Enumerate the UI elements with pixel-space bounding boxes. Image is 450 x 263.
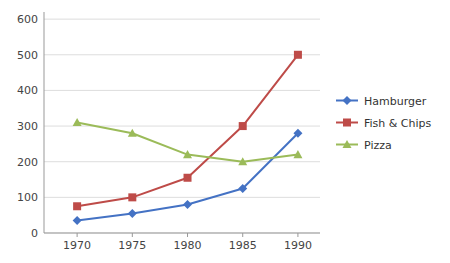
- legend-label: Fish & Chips: [364, 117, 432, 130]
- x-tick-label: 1975: [118, 239, 146, 252]
- y-tick-label: 400: [17, 84, 38, 97]
- y-tick-label: 500: [17, 49, 38, 62]
- x-axis-line: [44, 233, 320, 234]
- series-marker: [238, 184, 247, 193]
- series-marker: [184, 174, 192, 182]
- series-line: [77, 123, 298, 162]
- series-marker: [183, 200, 192, 209]
- x-tick: [187, 233, 188, 237]
- series-marker: [183, 150, 192, 158]
- y-tick-label: 600: [17, 13, 38, 26]
- x-tick: [242, 233, 243, 237]
- legend-marker: [343, 140, 352, 148]
- series-marker: [73, 202, 81, 210]
- x-tick-label: 1985: [229, 239, 257, 252]
- series-marker: [239, 122, 247, 130]
- series-marker: [73, 118, 82, 126]
- series-marker: [293, 129, 302, 138]
- legend-marker: [343, 119, 351, 127]
- series-marker: [73, 216, 82, 225]
- x-tick-label: 1970: [63, 239, 91, 252]
- grid-line: [44, 161, 320, 162]
- legend-label: Pizza: [364, 139, 392, 152]
- legend-marker: [343, 96, 352, 105]
- legend-label: Hamburger: [364, 95, 427, 108]
- x-tick: [132, 233, 133, 237]
- grid-line: [44, 197, 320, 198]
- x-tick: [77, 233, 78, 237]
- grid-line: [44, 90, 320, 91]
- x-tick-label: 1980: [174, 239, 202, 252]
- series-marker: [293, 150, 302, 158]
- grid-line: [44, 233, 320, 234]
- y-tick-label: 200: [17, 156, 38, 169]
- series-marker: [294, 51, 302, 59]
- legend: Hamburger Fish & Chips Pizza: [336, 95, 432, 152]
- series-marker: [128, 209, 137, 218]
- y-axis-line: [44, 12, 45, 233]
- grid-line: [44, 126, 320, 127]
- series-line: [77, 133, 298, 220]
- y-tick-label: 0: [31, 227, 38, 240]
- grid-line: [44, 19, 320, 20]
- y-tick-label: 100: [17, 191, 38, 204]
- chart: 0 100 200 300 400 500 600 1970 1975 1980 1985 1990 H…: [0, 0, 450, 263]
- series-line: [77, 55, 298, 206]
- series-marker: [128, 129, 137, 137]
- series-marker: [128, 193, 136, 201]
- x-tick: [297, 233, 298, 237]
- y-grid: [44, 19, 320, 233]
- plot-data: [73, 51, 303, 225]
- series-marker: [238, 157, 247, 165]
- y-tick-label: 300: [17, 120, 38, 133]
- x-tick-label: 1990: [284, 239, 312, 252]
- grid-line: [44, 54, 320, 55]
